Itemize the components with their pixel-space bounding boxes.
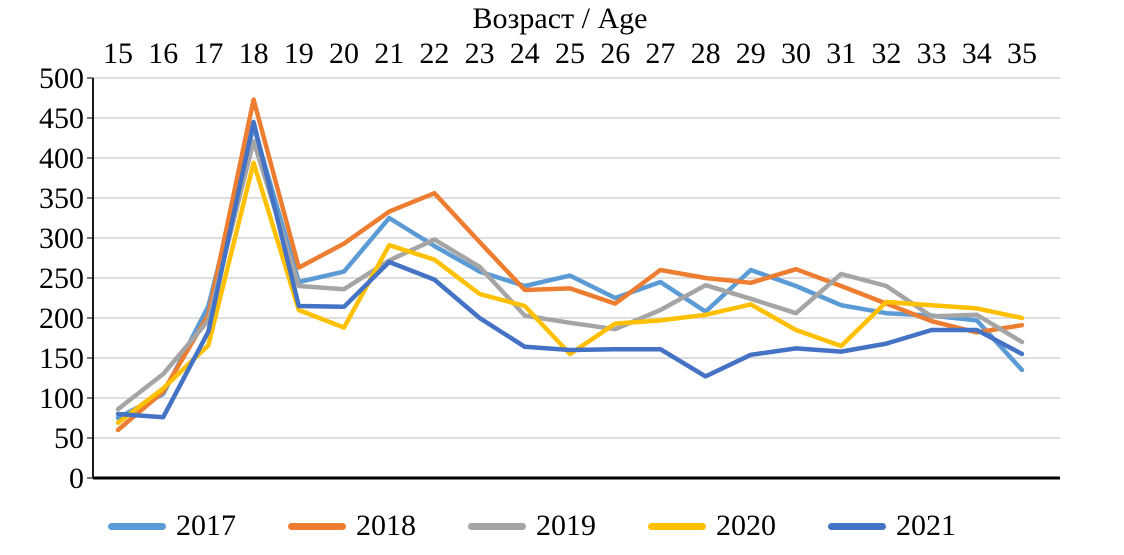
x-axis-label: 16 — [148, 37, 178, 70]
x-axis-label: 25 — [555, 37, 585, 70]
chart-title: Возраст / Age — [472, 2, 648, 35]
y-axis-label: 350 — [39, 182, 84, 215]
y-axis-label: 200 — [39, 302, 84, 335]
x-axis-label: 17 — [193, 37, 223, 70]
y-axis-label: 300 — [39, 222, 84, 255]
x-axis-label: 18 — [239, 37, 269, 70]
x-axis-label: 19 — [284, 37, 314, 70]
y-axis-label: 0 — [69, 462, 84, 495]
legend-label: 2019 — [536, 509, 596, 542]
x-axis-label: 32 — [871, 37, 901, 70]
series-line-2018 — [115, 97, 1025, 433]
legend-label: 2021 — [896, 509, 956, 542]
legend-label: 2018 — [356, 509, 416, 542]
legend-item-2019: 2019 — [468, 506, 596, 546]
legend-item-2020: 2020 — [648, 506, 776, 546]
x-axis-label: 22 — [419, 37, 449, 70]
legend-item-2021: 2021 — [828, 506, 956, 546]
y-axis-label: 50 — [54, 422, 84, 455]
legend-swatch-2019 — [468, 522, 526, 530]
x-axis-label: 23 — [465, 37, 495, 70]
legend-swatch-2021 — [828, 522, 886, 530]
legend-label: 2017 — [176, 509, 236, 542]
x-axis-label: 26 — [600, 37, 630, 70]
x-axis-label: 28 — [691, 37, 721, 70]
legend-label: 2020 — [716, 509, 776, 542]
legend-item-2018: 2018 — [288, 506, 416, 546]
y-axis-label: 150 — [39, 342, 84, 375]
legend-swatch-2017 — [108, 522, 166, 530]
x-axis-label: 30 — [781, 37, 811, 70]
series-line-2021 — [115, 119, 1025, 420]
y-axis-label: 100 — [39, 382, 84, 415]
x-axis-label: 29 — [736, 37, 766, 70]
y-axis-label: 400 — [39, 142, 84, 175]
legend-swatch-2018 — [288, 522, 346, 530]
legend-item-2017: 2017 — [108, 506, 236, 546]
x-axis-label: 20 — [329, 37, 359, 70]
x-axis-label: 31 — [826, 37, 856, 70]
x-axis-label: 21 — [374, 37, 404, 70]
legend-swatch-2020 — [648, 522, 706, 530]
y-axis-label: 250 — [39, 262, 84, 295]
chart-legend: 2017 2018 2019 2020 2021 — [0, 506, 1124, 550]
x-axis-label: 24 — [510, 37, 540, 70]
x-axis-label: 33 — [917, 37, 947, 70]
x-axis-label: 34 — [962, 37, 992, 70]
x-axis-label: 15 — [103, 37, 133, 70]
x-axis-label: 27 — [645, 37, 675, 70]
series-line-2020 — [115, 160, 1025, 426]
x-axis-label: 35 — [1007, 37, 1037, 70]
y-axis-label: 500 — [39, 62, 84, 95]
y-axis-label: 450 — [39, 102, 84, 135]
